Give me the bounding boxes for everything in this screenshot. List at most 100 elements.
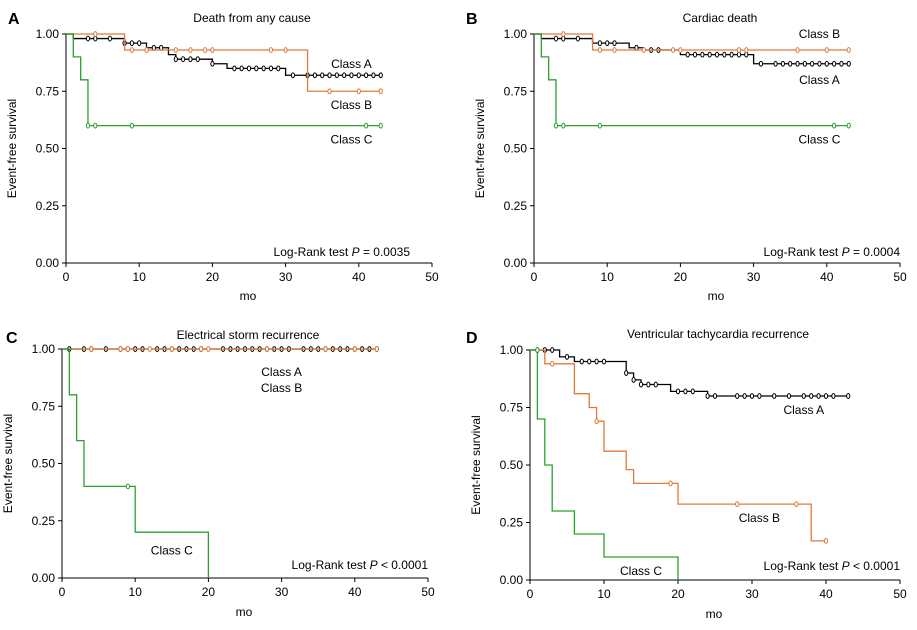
panel-b-series-class-b-censor-mark [795,47,800,53]
panel-c-series-class-b-censor-mark [125,346,130,352]
panel-b-series-class-c-line [534,33,849,127]
panel-a-series-class-b-censor-mark [268,47,274,53]
panel-a-series-class-a-censor-mark [364,72,369,79]
panel-c-y-label: Event-free survival [1,414,15,513]
panel-b-series-class-a-censor-mark [729,51,734,58]
panel-a-y-tick-label: 0.25 [36,199,60,213]
panel-a-series-class-c-censor-mark [93,122,98,129]
panel-c-y-tick-label: 1.00 [32,342,56,356]
panel-d-series-class-a-censor-mark [735,393,740,399]
panel-c-x-tick-label: 40 [348,585,362,599]
panel-c-x-tick-label: 10 [129,585,143,599]
panel-a-series-class-a-censor-mark [320,72,325,79]
panel-b: 0 10 20 30 40 50 0.00 0.25 0.50 0.75 1.00 B Cardiac … [466,11,907,303]
panel-c-series-class-b-censor-mark [206,346,211,352]
panel-c-log-rank-annotation: Log-Rank test P < 0.0001 [292,558,429,572]
panel-d-series-class-a-censor-mark [624,370,629,376]
panel-a-x-tick-label: 0 [63,270,70,284]
panel-a-series-class-b-censor-mark [173,47,178,53]
panel-b-series-class-a-censor-mark [707,51,712,58]
panel-b-series-class-b-censor-mark [824,47,829,53]
panel-a-series-class-a-censor-mark [210,60,215,67]
panel-a-series-class-a-censor-mark [276,65,281,72]
panel-b-series-class-a-censor-mark [817,60,822,67]
panel-d-series-class-a-censor-mark [564,354,570,360]
panel-b-y-tick-label: 1.00 [504,27,528,41]
panel-a-log-rank-p: P [352,245,360,259]
panel-d-log-rank-annotation: Log-Rank test P < 0.0001 [764,559,901,573]
panel-a-series-class-a-censor-mark [342,72,347,79]
panel-a-series-class-c-censor-mark [85,122,91,129]
panel-d-y-tick-label: 0.25 [500,516,524,530]
panel-a-label-class-a: Class A [331,57,372,71]
panel-c-series-class-b-censor-mark [118,346,123,352]
panel-b-label-class-a: Class A [799,73,840,87]
panel-b-x-tick-label: 40 [820,270,834,284]
panel-c-series-class-b-censor-mark [374,346,379,352]
panel-b-series-class-a-censor-mark [605,40,610,47]
panel-d-series-class-a-censor-mark [601,358,607,365]
panel-a-series-class-a-censor-mark [173,56,178,63]
panel-d-series-class-a-censor-mark [646,381,651,388]
panel-d-series-class-b-censor-mark [668,480,673,487]
panel-d-series-class-a-censor-mark [801,393,806,399]
panel-a-letter: A [8,11,20,28]
panel-a-label-class-c: Class C [330,132,372,146]
panel-a-series-class-a-censor-mark [181,56,186,63]
panel-d-series-class-c-censor-mark [535,347,540,353]
panel-a-series-class-b-censor-mark [378,88,383,95]
panel-b-y-tick-label: 0.25 [504,199,528,213]
panel-a-y-label: Event-free survival [5,99,19,198]
panel-a-series-class-b-line [66,33,381,92]
panel-b-y-tick-label: 0.50 [504,142,528,156]
panel-d-y-tick-label: 0.00 [500,573,524,587]
panel-c-label-class-b: Class B [261,381,302,395]
panel-d-series-class-b-censor-mark [594,418,599,425]
panel-c-series-class-b-censor-mark [323,346,328,352]
panel-b-label-class-c: Class C [798,132,840,146]
panel-c-y-tick-label: 0.00 [32,571,56,585]
panel-a-series-class-a-censor-mark [371,72,376,79]
panel-d-y-tick-label: 1.00 [500,343,524,357]
panel-a-y-tick-label: 0.75 [36,84,60,98]
panel-d-series-class-a-censor-mark [786,393,792,399]
panel-a-y-tick-label: 0.00 [36,256,60,270]
panel-a-series-class-b-censor-mark [188,47,193,53]
panel-d-series-class-b-censor-mark [794,501,799,508]
panel-c-log-rank-text: Log-Rank test [292,558,370,572]
panel-a-series-class-b-censor-mark [356,88,361,95]
panel-b-series-class-a-censor-mark [810,60,815,67]
panel-d-y-tick-label: 0.75 [500,401,524,415]
panel-a-series-class-b-censor-mark [283,47,288,53]
panel-b-series-class-a-censor-mark [597,40,602,47]
panel-c-log-rank-value: < 0.0001 [378,558,429,572]
panel-c-x-tick-label: 50 [421,585,435,599]
panel-c-x-tick-label: 20 [202,585,216,599]
panel-a-x-tick-label: 50 [425,270,439,284]
panel-a-series-class-a-censor-mark [107,35,113,42]
panel-a-series-class-a-censor-mark [232,65,237,72]
panel-c-title: Electrical storm recurrence [177,328,320,342]
panel-d-label-class-c: Class C [620,564,662,578]
panel-d-log-rank-value: < 0.0001 [850,559,901,573]
panel-b-x-tick-label: 50 [893,270,907,284]
panel-d-series-class-b-censor-mark [735,501,740,508]
panel-b-series-class-a-censor-mark [824,60,829,67]
panel-a-y-tick-label: 0.50 [36,142,60,156]
panel-c-series-class-b-censor-mark [89,346,94,352]
panel-b-y-tick-label: 0.75 [504,84,528,98]
panel-d-x-tick-label: 0 [527,587,534,601]
panel-c-series-class-c-censor-mark [125,483,130,490]
panel-b-series-class-a-censor-mark [612,40,617,47]
panel-a: 0 10 20 30 40 50 0.00 0.25 0.50 0.75 1.00 A Death fr… [5,11,439,303]
panel-d-x-tick-label: 40 [819,587,833,601]
panel-b-series-class-b-censor-mark [846,47,851,53]
panel-a-series-class-a-censor-mark [356,72,361,79]
panel-d-series-class-a-censor-mark [683,388,688,395]
panel-a-series-class-b-censor-mark [202,47,208,53]
panel-d-series-class-b-line [530,349,826,542]
panel-a-series-class-a-censor-mark [268,65,274,72]
panel-a-series-class-b-censor-mark [93,31,98,37]
panel-b-x-tick-label: 10 [601,270,615,284]
